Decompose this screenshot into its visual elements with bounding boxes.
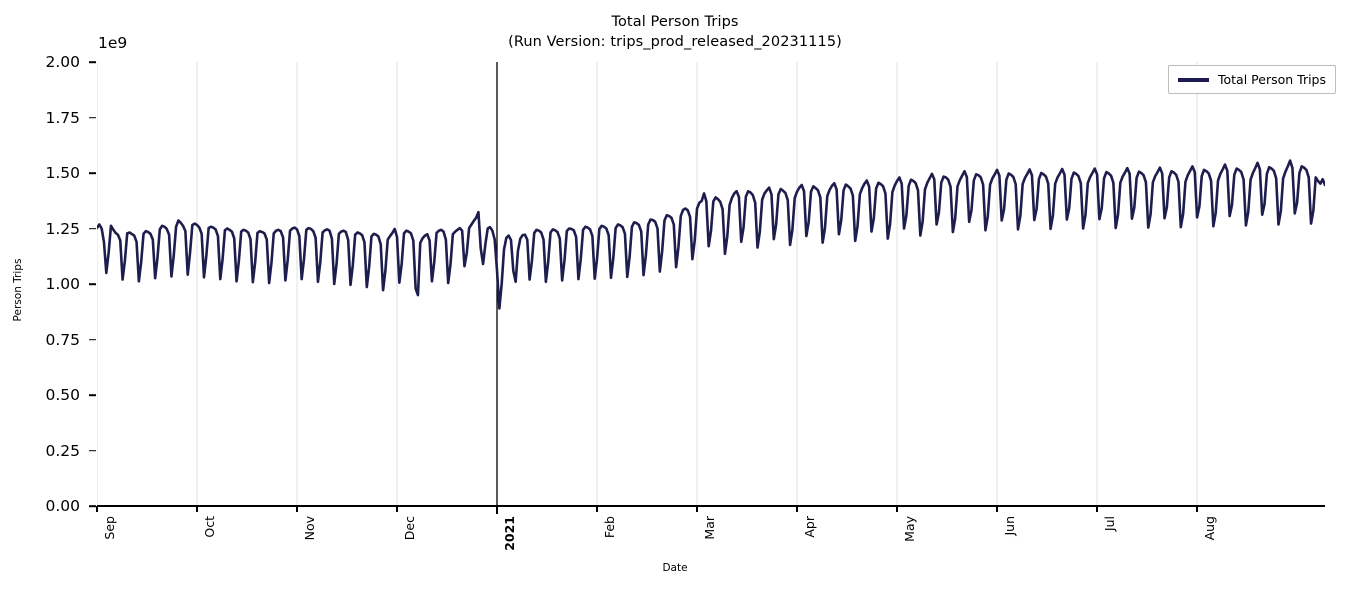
y-tick-label-0.75: 0.75: [45, 330, 80, 349]
y-tick-mark-0.50: [89, 394, 96, 396]
y-tick-mark-2.00: [89, 61, 96, 63]
x-tick-label-Oct: Oct: [202, 516, 217, 538]
x-tick-mark-Jun: [996, 506, 998, 512]
x-tick-mark-Apr: [796, 506, 798, 512]
x-tick-mark-Mar: [696, 506, 698, 512]
y-tick-label-2.00: 2.00: [45, 53, 80, 71]
y-tick-mark-1.25: [89, 227, 96, 230]
x-tick-label-Dec: Dec: [402, 516, 417, 541]
y-axis-label: Person Trips: [12, 258, 24, 322]
x-tick-label-Jun: Jun: [1002, 516, 1017, 536]
y-tick-mark-1.00: [89, 283, 96, 285]
x-tick-mark-May: [896, 506, 898, 512]
x-tick-label-Nov: Nov: [302, 516, 317, 541]
y-tick-label-1.50: 1.50: [45, 164, 80, 182]
x-tick-label-Apr: Apr: [802, 516, 817, 538]
y-tick-label-0.50: 0.50: [45, 386, 80, 404]
plot-svg: [97, 62, 1325, 506]
chart-title-main: Total Person Trips: [611, 14, 739, 30]
x-tick-mark-Aug: [1196, 506, 1198, 512]
y-tick-label-1.25: 1.25: [45, 219, 80, 238]
x-tick-label-Aug: Aug: [1202, 516, 1217, 541]
y-axis-offset-text: 1e9: [98, 34, 128, 52]
legend-label-total-person-trips: Total Person Trips: [1218, 72, 1327, 87]
x-tick-label-2021: 2021: [502, 516, 517, 551]
x-tick-label-Mar: Mar: [702, 516, 717, 540]
x-tick-mark-Feb: [596, 506, 598, 512]
y-tick-label-1.75: 1.75: [45, 108, 80, 127]
x-axis-label: Date: [662, 562, 688, 574]
y-tick-mark-0.75: [89, 338, 96, 341]
x-tick-label-Jul: Jul: [1102, 516, 1117, 532]
x-tick-mark-Dec: [396, 506, 398, 512]
y-tick-mark-1.75: [89, 116, 96, 119]
y-tick-mark-0.00: [89, 505, 96, 507]
y-tick-label-0.00: 0.00: [45, 497, 80, 515]
legend-swatch-total-person-trips: [1178, 77, 1209, 82]
x-tick-mark-Sep: [96, 506, 98, 512]
x-axis-ticks: Sep Oct Nov Dec 2021 Feb Mar Apr May Jun Jul Aug: [96, 506, 1325, 566]
line-total-person-trips: [97, 161, 1325, 309]
x-tick-mark-Jul: [1096, 506, 1098, 512]
x-tick-mark-2021: [496, 506, 499, 514]
plot-area: [97, 62, 1325, 506]
gridlines: [97, 62, 1198, 506]
x-axis-spine: [97, 505, 1325, 507]
x-tick-mark-Nov: [296, 506, 298, 512]
y-axis-ticks: 0.00 0.25 0.50 0.75 1.00 1.25 1.50 1.75 2.00: [0, 53, 96, 515]
x-tick-label-Sep: Sep: [102, 516, 117, 540]
chart-title-subtitle: (Run Version: trips_prod_released_202311…: [508, 34, 842, 50]
x-tick-label-May: May: [902, 516, 917, 542]
y-tick-label-0.25: 0.25: [45, 441, 80, 460]
y-tick-mark-1.50: [89, 172, 96, 174]
x-tick-mark-Oct: [196, 506, 198, 512]
y-tick-label-1.00: 1.00: [45, 275, 80, 293]
chart-title: Total Person Trips (Run Version: trips_p…: [0, 12, 1350, 52]
chart-legend[interactable]: Total Person Trips: [1168, 65, 1337, 94]
y-tick-mark-0.25: [89, 449, 96, 452]
data-series-group: [97, 161, 1325, 309]
x-tick-label-Feb: Feb: [602, 516, 617, 539]
